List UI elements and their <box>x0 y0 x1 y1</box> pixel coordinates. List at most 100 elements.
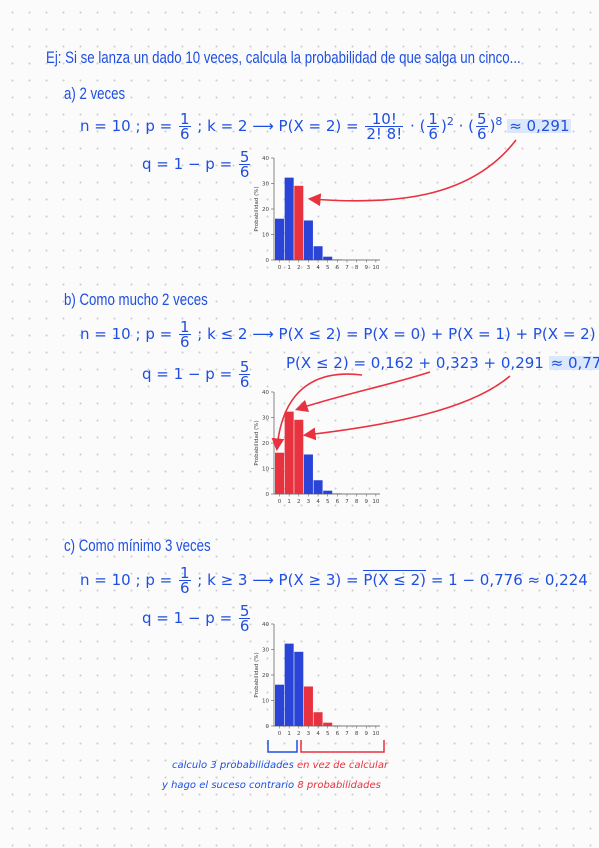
bar-0 <box>275 684 285 726</box>
y-tick-label: 20 <box>262 441 269 447</box>
exercise-statement: Si se lanza un dado 10 veces, calcula la… <box>65 48 521 67</box>
x-tick-label: 7 <box>345 499 349 505</box>
note-line-1: calculo 3 probabilidades en vez de calcu… <box>172 760 388 771</box>
y-tick-label: 0 <box>266 492 270 498</box>
x-tick-label: 8 <box>355 499 359 505</box>
y-tick-label: 40 <box>262 156 269 162</box>
part-c-arrow-icon: ⟶ <box>252 571 274 589</box>
x-tick-label: 9 <box>364 499 368 505</box>
x-tick-label: 6 <box>336 265 340 271</box>
part-b-arrow-icon: ⟶ <box>252 325 274 343</box>
bar-6 <box>332 725 342 726</box>
exercise-label: Ej: <box>46 48 62 67</box>
bar-2 <box>294 419 304 494</box>
part-b-sum: P(X ≤ 2) = 0,162 + 0,323 + 0,291 ≈ 0,776 <box>286 354 599 372</box>
part-a-arrow-icon: ⟶ <box>252 117 274 135</box>
bar-5 <box>323 256 333 260</box>
part-a-dot-1: · <box>410 117 415 135</box>
bar-4 <box>313 480 323 494</box>
bar-1 <box>284 643 294 726</box>
bar-6 <box>332 493 342 494</box>
x-tick-label: 2 <box>297 731 301 737</box>
bar-0 <box>275 452 285 494</box>
part-c-n: n = 10 ; <box>80 571 141 589</box>
part-a-coefficient: 10! 2! 8! <box>365 110 404 143</box>
bar-4 <box>313 246 323 260</box>
x-tick-label: 8 <box>355 265 359 271</box>
x-tick-label: 3 <box>307 731 311 737</box>
part-a-title: a) 2 veces <box>64 84 126 103</box>
x-tick-label: 6 <box>336 731 340 737</box>
x-tick-label: 0 <box>278 731 282 737</box>
note-line-2: y hago el suceso contrario 8 probabilida… <box>162 780 381 791</box>
part-a-p-sep: ; <box>197 117 203 135</box>
x-tick-label: 0 <box>278 265 282 271</box>
part-c-title: c) Como mínimo 3 veces <box>64 536 211 555</box>
part-c-complement: P(X ≤ 2) <box>363 570 427 589</box>
y-tick-label: 10 <box>262 467 269 473</box>
y-tick-label: 20 <box>262 207 269 213</box>
bar-6 <box>332 259 342 260</box>
x-tick-label: 4 <box>316 499 320 505</box>
y-tick-label: 0 <box>266 724 270 730</box>
part-b-title: b) Como mucho 2 veces <box>64 290 208 309</box>
part-b-n: n = 10 ; <box>80 325 141 343</box>
x-tick-label: 2 <box>297 265 301 271</box>
y-tick-label: 10 <box>262 699 269 705</box>
bar-1 <box>284 177 294 260</box>
y-tick-label: 40 <box>262 390 269 396</box>
bar-4 <box>313 712 323 726</box>
x-tick-label: 5 <box>326 499 330 505</box>
x-tick-label: 7 <box>345 265 349 271</box>
x-tick-label: 10 <box>372 499 379 505</box>
note-red-1: en vez de calcular <box>296 760 389 771</box>
x-tick-label: 1 <box>287 731 291 737</box>
y-tick-label: 30 <box>262 182 269 188</box>
part-c-q-lhs: q = 1 − p = <box>142 609 233 627</box>
x-tick-label: 7 <box>345 731 349 737</box>
part-a-lhs: P(X = 2) = <box>278 117 359 135</box>
bar-1 <box>284 411 294 494</box>
note-red-2: 8 probabilidades <box>297 780 381 791</box>
x-tick-label: 0 <box>278 499 282 505</box>
red-bracket <box>300 740 385 753</box>
part-a-result: ≈ 0,291 <box>507 117 572 135</box>
x-tick-label: 3 <box>307 499 311 505</box>
part-a-dot-2: · <box>458 117 464 135</box>
x-tick-label: 4 <box>316 731 320 737</box>
part-b-sum-lhs: P(X ≤ 2) = <box>286 354 367 372</box>
exercise-header: Ej: Si se lanza un dado 10 veces, calcul… <box>46 48 521 68</box>
y-tick-label: 20 <box>262 673 269 679</box>
y-tick-label: 0 <box>266 258 270 264</box>
x-tick-label: 1 <box>287 265 291 271</box>
bar-3 <box>303 686 313 726</box>
part-b-sum-terms: 0,162 + 0,323 + 0,291 <box>370 354 544 372</box>
y-axis-label: Probabilidad (%) <box>254 186 260 231</box>
x-tick-label: 5 <box>326 265 330 271</box>
bar-2 <box>294 651 304 726</box>
y-tick-label: 40 <box>262 622 269 628</box>
part-a-k: k = 2 <box>207 117 248 135</box>
x-tick-label: 10 <box>372 731 379 737</box>
x-tick-label: 1 <box>287 499 291 505</box>
part-c-k: k ≥ 3 <box>207 571 248 589</box>
x-tick-label: 9 <box>364 731 368 737</box>
note-blue-2: y hago el suceso contrario <box>162 780 295 791</box>
part-b-expression: P(X ≤ 2) = P(X = 0) + P(X = 1) + P(X = 2… <box>278 325 596 343</box>
bar-3 <box>303 454 313 494</box>
part-a-n: n = 10 ; <box>80 117 141 135</box>
y-tick-label: 10 <box>262 233 269 239</box>
part-b-k: k ≤ 2 <box>207 325 248 343</box>
part-a-q-lhs: q = 1 − p = <box>142 155 233 173</box>
